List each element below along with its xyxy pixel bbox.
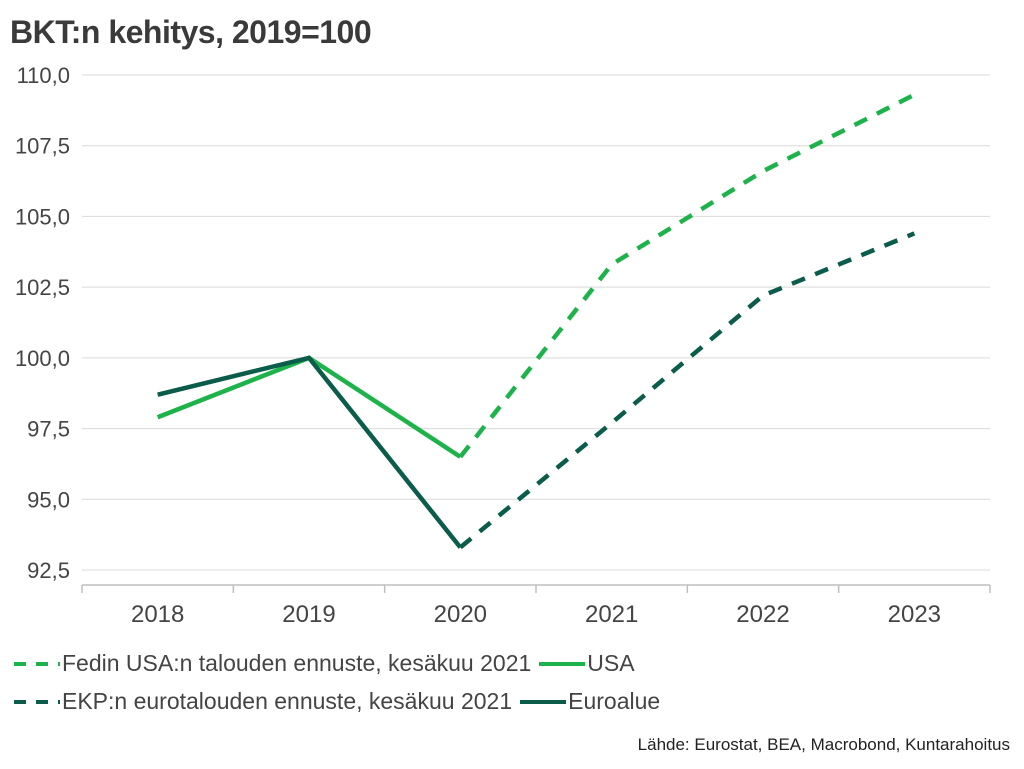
y-tick-label: 110,0 bbox=[17, 63, 70, 88]
legend-swatch-euroalue bbox=[520, 699, 567, 704]
legend-row-euro: EKP:n eurotalouden ennuste, kesäkuu 2021… bbox=[12, 688, 666, 715]
x-tick-label: 2018 bbox=[131, 601, 184, 628]
legend-swatch-fed-forecast bbox=[14, 661, 60, 666]
series-lines bbox=[156, 92, 916, 550]
x-tick-label: 2022 bbox=[736, 601, 789, 628]
source-note: Lähde: Eurostat, BEA, Macrobond, Kuntara… bbox=[637, 735, 1010, 754]
grid-lines bbox=[82, 74, 990, 571]
y-tick-label: 92,5 bbox=[27, 558, 70, 583]
legend-label-fed-forecast: Fedin USA:n talouden ennuste, kesäkuu 20… bbox=[62, 650, 532, 676]
series-line-1 bbox=[156, 355, 462, 459]
x-tick-label: 2023 bbox=[888, 601, 941, 628]
series-line-0 bbox=[458, 92, 916, 459]
legend-label-usa: USA bbox=[587, 650, 635, 676]
y-tick-labels: 92,5 95,0 97,5 100,0 102,5 105,0 107,5 110,0 bbox=[15, 63, 70, 583]
legend-label-ecb-forecast: EKP:n eurotalouden ennuste, kesäkuu 2021 bbox=[62, 688, 513, 714]
series-line-2 bbox=[458, 231, 916, 550]
chart-title: BKT:n kehitys, 2019=100 bbox=[10, 14, 372, 50]
y-tick-label: 107,5 bbox=[15, 134, 70, 159]
x-tick-label: 2019 bbox=[282, 601, 335, 628]
y-tick-label: 105,0 bbox=[15, 204, 70, 229]
y-tick-label: 97,5 bbox=[27, 417, 70, 442]
legend-row-usa: Fedin USA:n talouden ennuste, kesäkuu 20… bbox=[12, 650, 641, 677]
legend-swatch-usa bbox=[539, 661, 586, 666]
y-tick-label: 100,0 bbox=[15, 346, 70, 371]
y-tick-label: 102,5 bbox=[15, 275, 70, 300]
x-tick-label: 2021 bbox=[585, 601, 638, 628]
legend-label-euroalue: Euroalue bbox=[568, 688, 661, 714]
x-tick-label: 2020 bbox=[434, 601, 487, 628]
y-tick-label: 95,0 bbox=[27, 487, 70, 512]
series-line-3 bbox=[157, 355, 463, 549]
legend-swatch-ecb-forecast bbox=[14, 699, 60, 704]
x-tick-labels: 2018 2019 2020 2021 2022 2023 bbox=[131, 601, 941, 628]
x-axis bbox=[81, 584, 991, 593]
